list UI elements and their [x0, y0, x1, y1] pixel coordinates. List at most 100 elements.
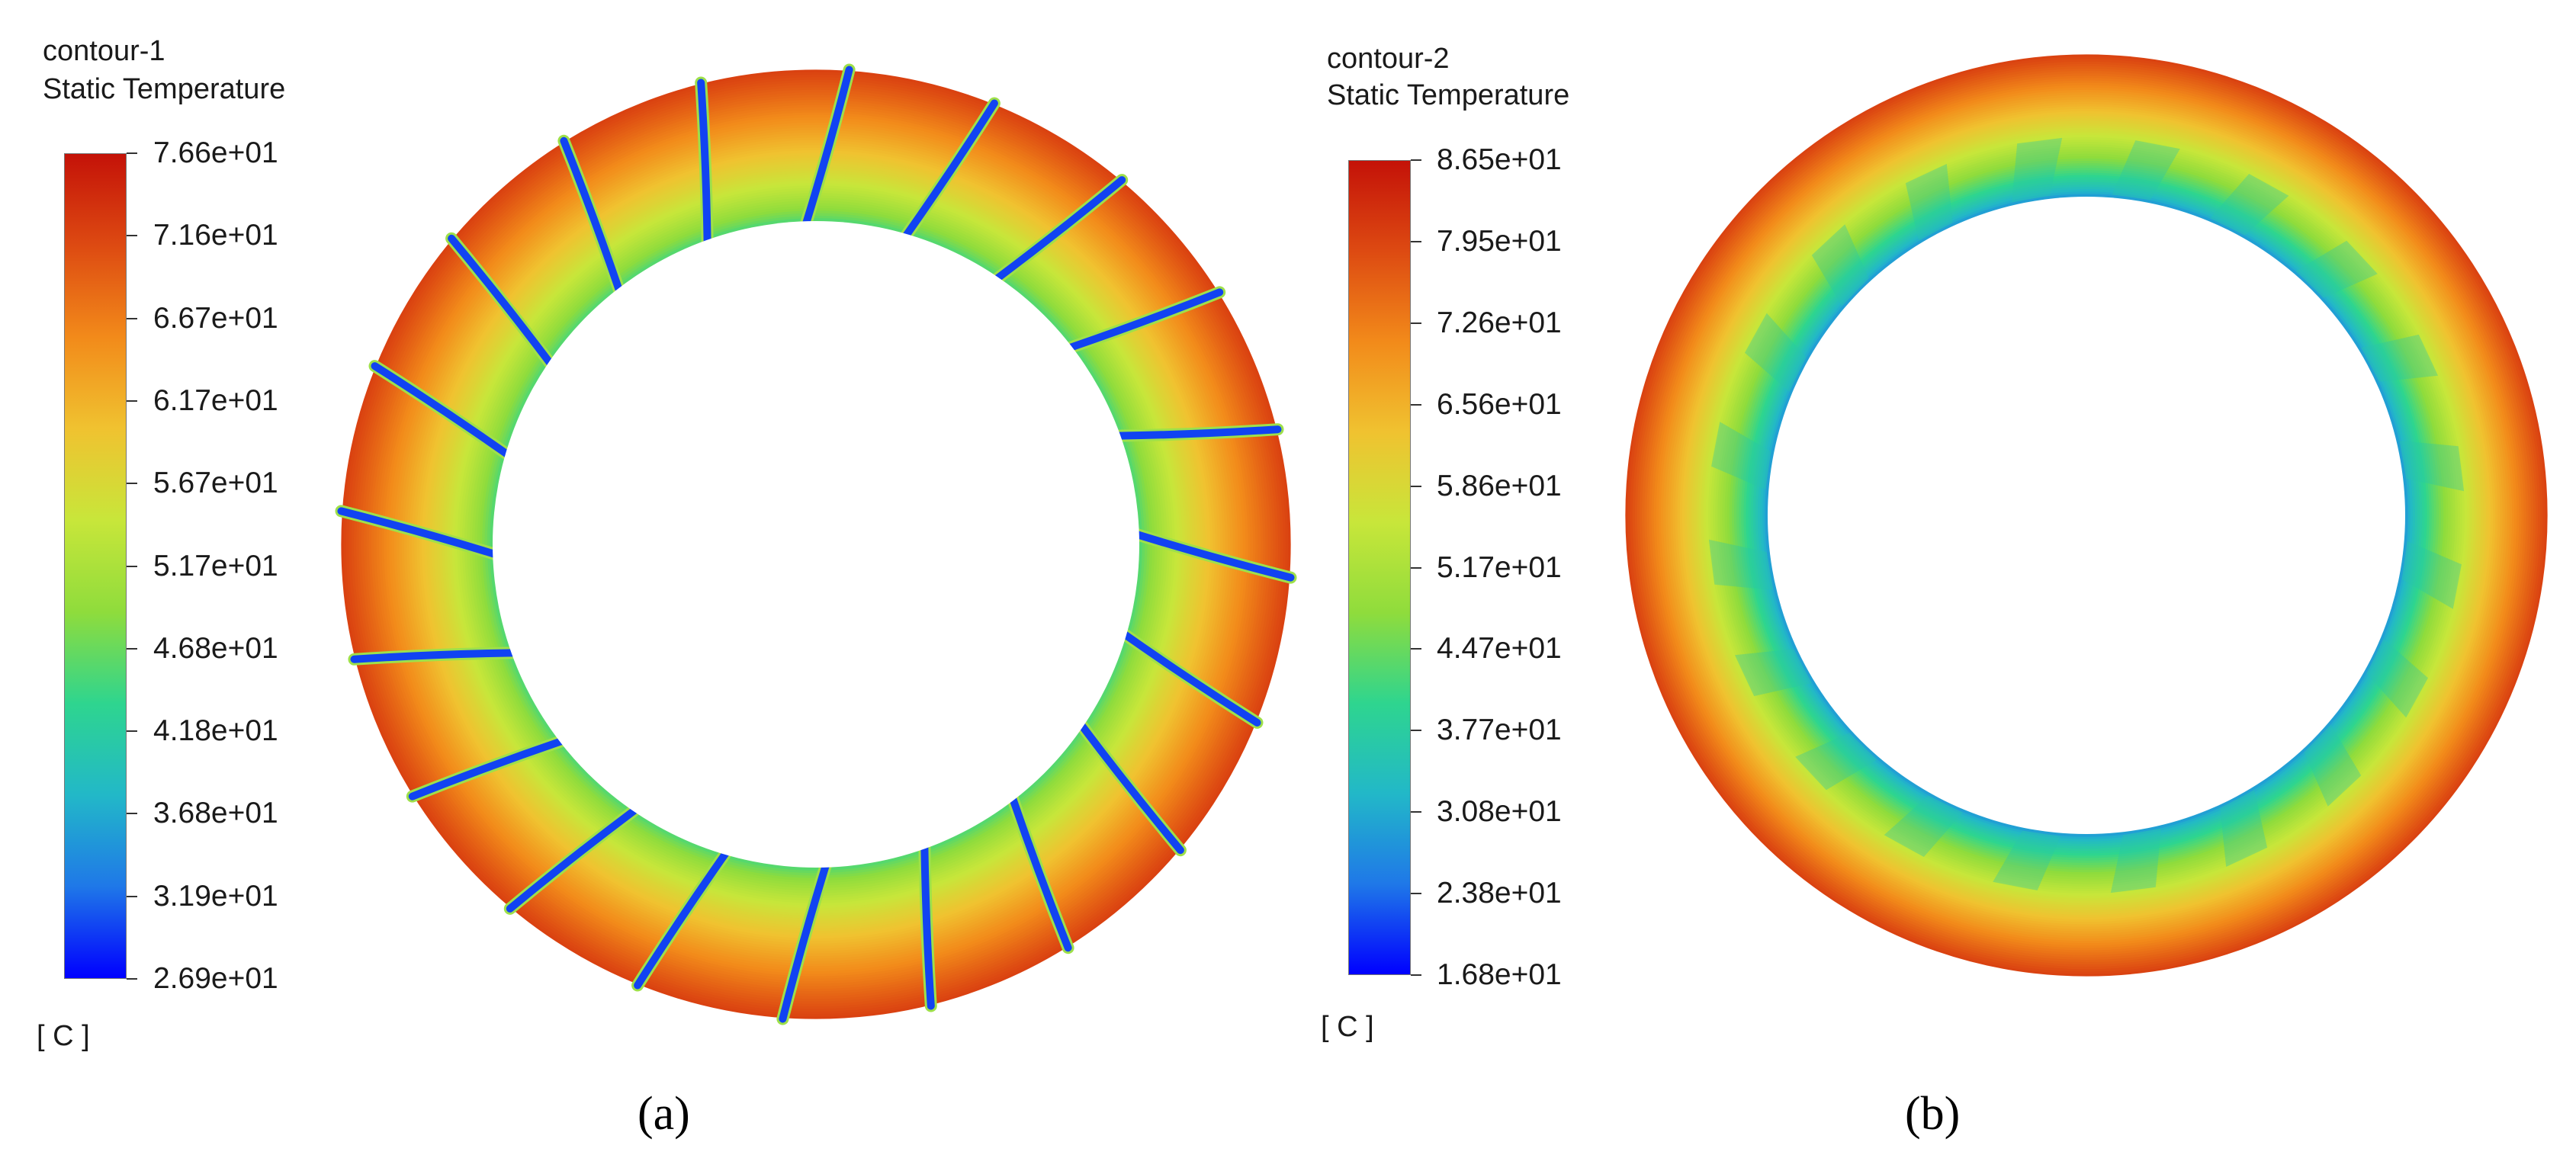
temperature-band — [366, 95, 1266, 994]
temperature-band — [371, 99, 1261, 990]
segment-shade — [1795, 733, 1877, 791]
temperature-band — [419, 147, 1213, 942]
temperature-band — [1662, 91, 2510, 939]
temperature-band — [1625, 54, 2548, 977]
segment-shade — [1905, 164, 1953, 241]
temperature-band — [1710, 139, 2463, 892]
caption-b: (b) — [1905, 1088, 1961, 1140]
colorbar-tick-mark — [1411, 322, 1421, 324]
temperature-band — [411, 140, 1221, 949]
temperature-band — [1651, 80, 2522, 951]
caption-a: (a) — [638, 1088, 690, 1140]
blade — [1078, 721, 1184, 855]
temperature-band — [1627, 56, 2545, 974]
colorbar-tick-mark — [1411, 648, 1421, 650]
temperature-band — [1748, 177, 2425, 854]
temperature-band — [345, 74, 1286, 1015]
temperature-band — [389, 117, 1243, 971]
segment-shade — [1708, 539, 1774, 590]
temperature-band — [376, 104, 1256, 984]
segment-shade — [2304, 724, 2362, 807]
temperature-band — [432, 160, 1200, 929]
temperature-band — [1752, 181, 2420, 849]
temperature-band — [1665, 95, 2507, 936]
colorbar-tick-mark — [127, 647, 137, 650]
temperature-band — [406, 135, 1225, 954]
temperature-band — [1686, 115, 2487, 916]
segment-shade — [2401, 541, 2462, 609]
segment-shade — [2110, 828, 2161, 893]
temperature-band — [381, 110, 1251, 979]
segment-shade — [2112, 140, 2180, 201]
colorbar-tick-label: 5.86e+01 — [1437, 469, 1562, 502]
temperature-band — [1642, 71, 2531, 960]
colorbar-tick-label: 1.68e+01 — [1437, 958, 1562, 991]
colorbar-tick-mark — [127, 235, 137, 237]
blade — [560, 136, 623, 294]
temperature-band — [1672, 101, 2501, 929]
colorbar-tick-mark — [1411, 485, 1421, 487]
colorbar-a — [64, 153, 127, 979]
temperature-band — [356, 85, 1276, 1004]
temperature-band — [1750, 179, 2423, 852]
temperature-band — [1715, 144, 2458, 887]
blades — [335, 63, 1297, 1025]
colorbar-tick-label: 5.17e+01 — [1437, 550, 1562, 584]
temperature-band — [1632, 61, 2541, 970]
colorbar-tick-label: 3.19e+01 — [153, 879, 278, 913]
colorbar-tick-mark — [1411, 730, 1421, 732]
colorbar-tick-mark — [1411, 893, 1421, 895]
temperature-band — [351, 79, 1281, 1009]
temperature-band — [378, 107, 1254, 982]
panel-b: contour-2 Static Temperature 8.65e+01 7.9… — [1289, 0, 2576, 1171]
inner-hole — [493, 221, 1139, 868]
temperature-band — [426, 155, 1206, 934]
colorbar-tick-mark — [127, 978, 137, 980]
temperature-band — [399, 127, 1233, 961]
temperature-band — [1731, 160, 2442, 871]
colorbar-tick-mark — [1411, 403, 1421, 406]
temperature-band — [1705, 134, 2468, 897]
temperature-band — [1677, 106, 2496, 925]
colorbar-tick-label: 4.18e+01 — [153, 714, 278, 748]
segment-shade — [1884, 795, 1963, 857]
temperature-band — [361, 89, 1271, 999]
blade — [1121, 630, 1261, 727]
temperature-band — [1644, 73, 2529, 958]
temperature-band — [487, 215, 1145, 874]
temperature-band — [1703, 132, 2470, 899]
colorbar-tick-label: 3.68e+01 — [153, 797, 278, 830]
blade — [902, 99, 998, 239]
temperature-band — [1660, 89, 2513, 942]
blade — [448, 234, 554, 367]
segment-shade — [2220, 790, 2268, 867]
temperature-band — [1736, 165, 2436, 865]
temperature-band — [424, 152, 1208, 936]
inner-hole — [1768, 197, 2405, 834]
temperature-band — [1698, 127, 2475, 903]
colorbar-b — [1348, 160, 1411, 975]
colorbar-tick-label: 6.67e+01 — [153, 301, 278, 335]
unit-label-a: [ C ] — [37, 1020, 90, 1052]
blade — [634, 849, 730, 990]
temperature-band — [1689, 118, 2484, 913]
temperature-band — [1691, 120, 2481, 910]
temperature-band — [1720, 149, 2453, 882]
temperature-band — [1765, 194, 2408, 837]
colorbar-tick-label: 7.95e+01 — [1437, 224, 1562, 258]
contour-name-a: contour-1 — [43, 35, 165, 67]
blade — [337, 507, 499, 558]
temperature-band — [343, 72, 1289, 1017]
temperature-band — [1630, 59, 2543, 972]
temperature-band — [1684, 113, 2489, 918]
temperature-band — [1696, 125, 2477, 906]
colorbar-tick-label: 4.47e+01 — [1437, 632, 1562, 666]
temperature-band — [403, 132, 1229, 957]
colorbar-tick-label: 4.68e+01 — [153, 631, 278, 665]
temperature-band — [368, 97, 1264, 992]
colorbar-tick-label: 7.26e+01 — [1437, 306, 1562, 339]
blade — [350, 649, 517, 663]
temperature-band — [1649, 78, 2524, 953]
blade — [1115, 425, 1282, 440]
colorbar-tick-mark — [1411, 240, 1421, 242]
